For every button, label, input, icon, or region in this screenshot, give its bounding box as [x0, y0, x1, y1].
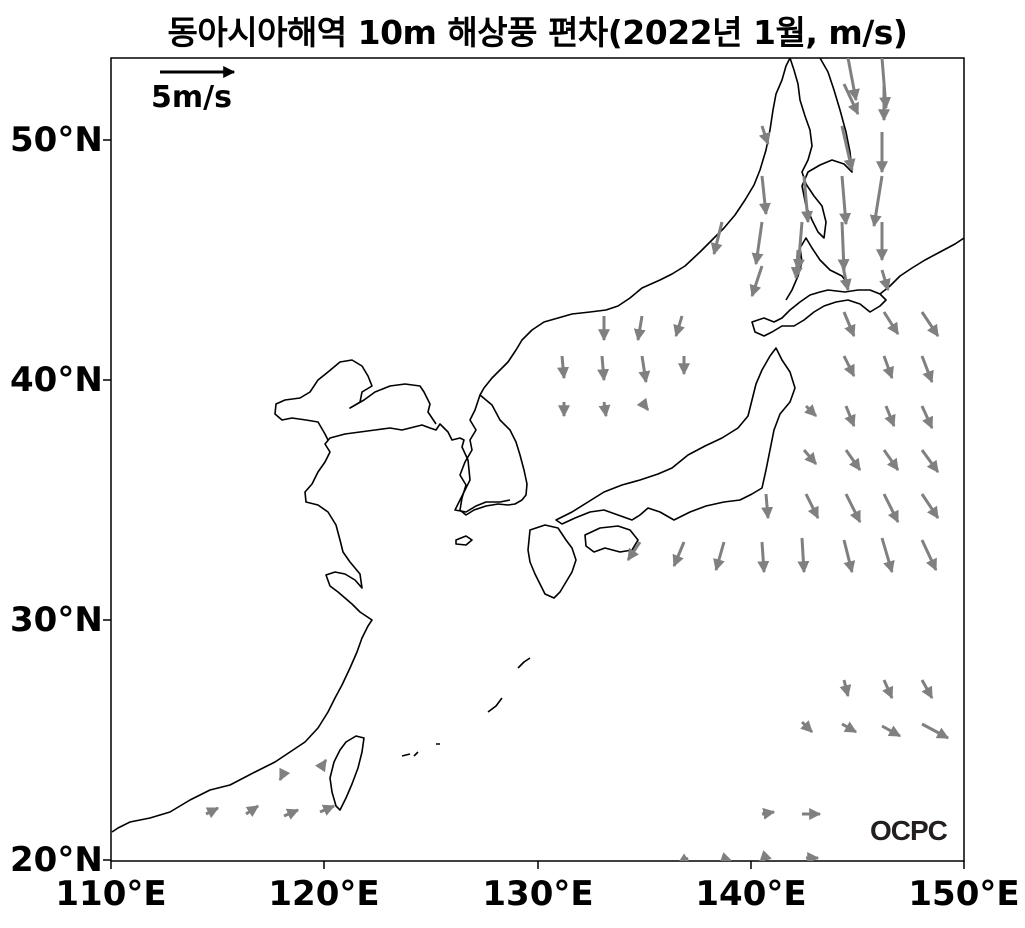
wind-vector-arrow	[557, 355, 569, 380]
wind-vector-arrow	[633, 315, 646, 342]
wind-vector-arrow	[792, 221, 805, 272]
kuril-coastline	[879, 237, 964, 295]
lon-label-120e: 120°E	[268, 874, 380, 914]
wind-vector-arrow	[801, 175, 814, 224]
wind-vector-arrow	[839, 261, 852, 292]
wind-vector-arrow	[839, 679, 852, 698]
wind-vector-arrow	[846, 58, 860, 102]
wind-vector-arrow	[319, 804, 336, 816]
wind-vector-arrow	[869, 175, 884, 228]
wind-vector-arrow	[920, 493, 940, 519]
wind-vector-arrow	[920, 539, 938, 572]
wind-vector-arrow	[710, 221, 724, 256]
korea-peninsula-coastline	[459, 394, 528, 516]
lon-label-130e: 130°E	[482, 874, 594, 914]
lat-label-30n: 30°N	[10, 600, 103, 640]
wind-vector-arrow	[205, 806, 220, 819]
wind-vector-arrow	[844, 405, 856, 428]
wind-vector-arrow	[921, 722, 950, 740]
wind-vector-arrow	[278, 767, 291, 782]
wind-vector-arrow	[758, 850, 772, 861]
wind-vector-arrow	[758, 175, 771, 216]
wind-vector-arrow	[842, 311, 856, 338]
jeju-coastline	[455, 535, 473, 546]
wind-vector-arrow	[761, 493, 774, 520]
wind-vector-arrow	[676, 853, 691, 861]
korea-coastline	[479, 58, 791, 396]
wind-vector-arrow	[719, 852, 732, 861]
wind-vector-arrow	[882, 493, 900, 524]
wind-vector-arrow	[626, 541, 642, 561]
wind-vector-arrow	[842, 83, 860, 116]
wind-vector-arrow	[884, 405, 896, 428]
wind-vector-arrow	[757, 541, 770, 574]
wind-vector-arrow	[842, 355, 856, 378]
wind-vector-arrow	[245, 804, 259, 817]
wind-vector-arrow	[673, 315, 685, 338]
lat-label-50n: 50°N	[10, 120, 103, 160]
wind-vector-arrow	[882, 679, 894, 700]
ocpc-logo: OCPC	[870, 815, 948, 846]
lat-label-20n: 20°N	[10, 840, 103, 880]
wind-vector-arrow	[882, 355, 894, 380]
wind-vector-arrow	[636, 397, 650, 411]
wind-vector-arrow	[920, 679, 934, 700]
lon-label-140e: 140°E	[695, 874, 807, 914]
wind-vector-arrow	[920, 405, 934, 430]
coastline-layer	[111, 58, 964, 833]
sakhalin-coastline	[789, 58, 853, 239]
wind-vector-arrow	[804, 493, 820, 520]
wind-vector-arrow	[713, 541, 726, 572]
wind-vector-arrow	[920, 449, 940, 473]
wind-vector-layer	[205, 58, 950, 861]
map-frame	[110, 57, 965, 862]
axis-ticks	[103, 139, 965, 869]
lon-label-150e: 150°E	[908, 874, 1020, 914]
wind-vector-arrow	[797, 537, 810, 574]
wind-vector-arrow	[802, 449, 818, 465]
wind-vector-arrow	[751, 221, 764, 266]
lon-label-110e: 110°E	[55, 874, 167, 914]
wind-vector-arrow	[758, 125, 771, 146]
shikoku-coastline	[584, 525, 639, 553]
wind-vector-arrow	[283, 808, 300, 820]
map-title: 동아시아해역 10m 해상풍 편차(2022년 1월, m/s)	[167, 13, 908, 52]
wind-vector-arrow	[804, 404, 818, 418]
wind-vector-arrow	[882, 449, 900, 471]
wind-vector-arrow	[841, 721, 858, 734]
wind-vector-arrow	[844, 449, 862, 471]
china-coastline	[111, 423, 511, 833]
hokkaido-north-coastline	[785, 237, 849, 301]
kyushu-coastline	[527, 524, 577, 599]
wind-vector-arrow	[598, 401, 611, 418]
wind-vector-arrow	[638, 355, 651, 384]
honshu-coastline	[555, 347, 796, 525]
wind-vector-arrow	[844, 493, 862, 524]
reference-arrow-label: 5m/s	[151, 80, 232, 115]
wind-vector-arrow	[800, 720, 814, 734]
wind-vector-arrow	[761, 807, 776, 820]
wind-vector-arrow	[880, 537, 895, 574]
wind-vector-arrow	[842, 539, 856, 574]
bohai-coastline	[274, 359, 437, 441]
hokkaido-coastline	[751, 289, 887, 337]
wind-vector-arrow	[840, 125, 856, 172]
wind-vector-arrow	[881, 724, 902, 738]
wind-vector-arrow	[315, 759, 328, 773]
wind-vector-arrow	[920, 311, 940, 337]
wind-vector-arrow	[920, 355, 934, 384]
wind-vector-arrow	[879, 269, 891, 292]
ryukyu-coastline	[401, 657, 531, 757]
taiwan-coastline	[329, 735, 365, 811]
wind-vector-arrow	[839, 175, 852, 226]
lat-label-40n: 40°N	[10, 360, 103, 400]
wind-vector-arrow	[672, 541, 686, 568]
wind-vector-arrow	[837, 221, 850, 272]
wind-vector-arrow	[749, 265, 764, 298]
wind-vector-arrow	[882, 311, 900, 336]
wind-vector-arrow	[597, 355, 610, 382]
wind-vector-arrow	[790, 249, 803, 280]
